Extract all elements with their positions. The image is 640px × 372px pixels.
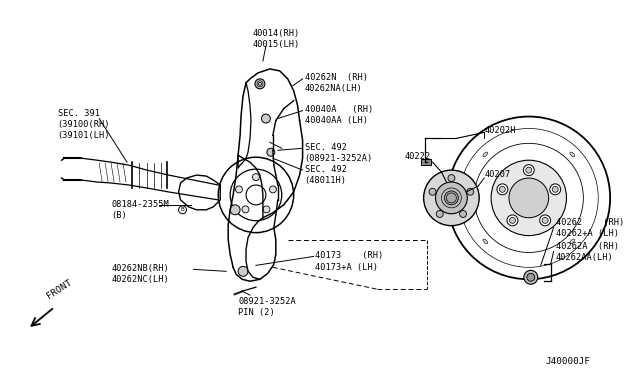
Circle shape <box>542 217 548 223</box>
Ellipse shape <box>570 152 575 157</box>
Circle shape <box>524 270 538 284</box>
Text: 40040A   (RH)
40040AA (LH): 40040A (RH) 40040AA (LH) <box>305 105 373 125</box>
Circle shape <box>263 206 270 213</box>
Circle shape <box>527 273 535 281</box>
Text: J40000JF: J40000JF <box>546 357 591 366</box>
Text: 40262N  (RH)
40262NA(LH): 40262N (RH) 40262NA(LH) <box>305 73 367 93</box>
Text: 40207: 40207 <box>484 170 510 179</box>
Circle shape <box>499 186 506 192</box>
Text: FRONT: FRONT <box>45 278 73 301</box>
Circle shape <box>550 184 561 195</box>
Text: SEC. 391
(39100(RH)
(39101(LH): SEC. 391 (39100(RH) (39101(LH) <box>58 109 110 140</box>
Circle shape <box>230 205 240 215</box>
Circle shape <box>261 114 270 123</box>
Ellipse shape <box>570 239 575 244</box>
Ellipse shape <box>483 239 488 244</box>
Circle shape <box>509 178 548 218</box>
Circle shape <box>497 184 508 195</box>
Text: 40202H: 40202H <box>484 126 516 135</box>
Circle shape <box>238 266 248 276</box>
Circle shape <box>429 188 436 195</box>
Text: 08184-2355M
(B): 08184-2355M (B) <box>111 200 169 220</box>
Text: 40262    (RH)
40262+A (LH): 40262 (RH) 40262+A (LH) <box>556 218 624 238</box>
Text: SEC. 492
(08921-3252A): SEC. 492 (08921-3252A) <box>305 143 373 163</box>
Circle shape <box>460 211 467 217</box>
Circle shape <box>491 160 566 235</box>
Ellipse shape <box>483 152 488 157</box>
Circle shape <box>436 211 444 217</box>
Circle shape <box>424 170 479 226</box>
Circle shape <box>467 188 474 195</box>
Text: 40173    (RH)
40173+A (LH): 40173 (RH) 40173+A (LH) <box>316 251 384 272</box>
Text: B: B <box>180 207 184 212</box>
Circle shape <box>448 174 455 182</box>
Circle shape <box>524 165 534 176</box>
Text: 40262A  (RH)
40262AA(LH): 40262A (RH) 40262AA(LH) <box>556 241 619 262</box>
Circle shape <box>540 215 550 226</box>
Circle shape <box>509 217 515 223</box>
Text: 40222: 40222 <box>404 152 431 161</box>
Circle shape <box>444 191 458 205</box>
Circle shape <box>526 167 532 173</box>
Circle shape <box>267 148 275 156</box>
Circle shape <box>269 186 276 193</box>
Circle shape <box>255 79 265 89</box>
Circle shape <box>253 174 259 180</box>
Text: SEC. 492
(48011H): SEC. 492 (48011H) <box>305 165 347 185</box>
Circle shape <box>436 182 467 214</box>
Text: 40262NB(RH)
40262NC(LH): 40262NB(RH) 40262NC(LH) <box>111 264 169 285</box>
Circle shape <box>552 186 558 192</box>
Text: 08921-3252A
PIN (2): 08921-3252A PIN (2) <box>238 297 296 317</box>
FancyBboxPatch shape <box>420 159 431 165</box>
Text: 40014(RH)
40015(LH): 40014(RH) 40015(LH) <box>253 29 300 49</box>
Circle shape <box>242 206 249 213</box>
Circle shape <box>507 215 518 226</box>
Circle shape <box>236 186 243 193</box>
